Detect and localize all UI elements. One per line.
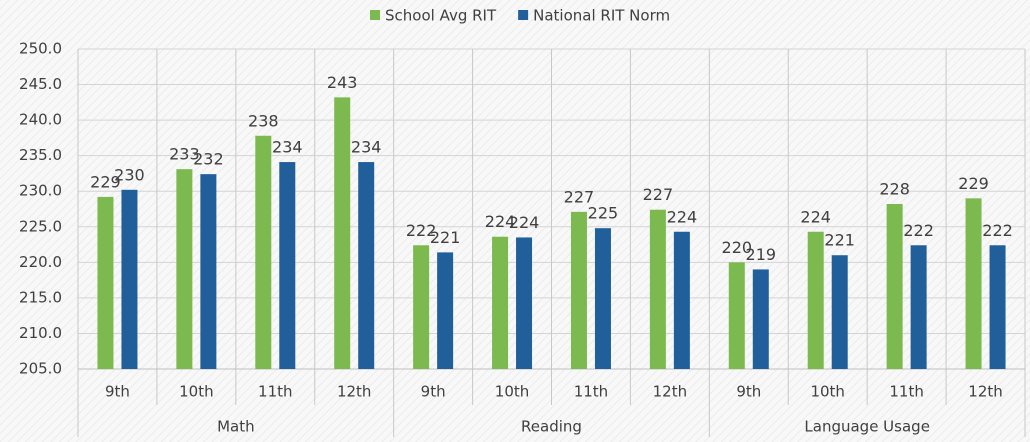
bar bbox=[516, 237, 533, 369]
data-label: 228 bbox=[879, 180, 910, 199]
legend-label: School Avg RIT bbox=[385, 7, 497, 25]
data-label: 221 bbox=[824, 231, 855, 250]
data-label: 222 bbox=[982, 221, 1013, 240]
legend-label: National RIT Norm bbox=[533, 7, 670, 25]
bar bbox=[413, 245, 430, 369]
x-tick-label: 12th bbox=[653, 383, 687, 401]
y-tick-label: 220.0 bbox=[19, 253, 62, 271]
bar bbox=[570, 211, 587, 369]
y-tick-label: 205.0 bbox=[19, 360, 62, 378]
data-label: 233 bbox=[169, 145, 200, 164]
bar bbox=[200, 174, 217, 369]
bar bbox=[594, 228, 611, 369]
x-tick-label: 11th bbox=[258, 383, 292, 401]
data-label: 222 bbox=[903, 221, 934, 240]
y-tick-label: 210.0 bbox=[19, 324, 62, 342]
data-label: 229 bbox=[958, 174, 989, 193]
data-label: 227 bbox=[564, 187, 595, 206]
data-label: 243 bbox=[327, 73, 358, 92]
data-label: 224 bbox=[800, 207, 831, 226]
data-label: 234 bbox=[351, 138, 382, 157]
x-tick-label: 9th bbox=[736, 383, 761, 401]
x-tick-label: 9th bbox=[105, 383, 130, 401]
data-label: 224 bbox=[485, 212, 516, 231]
bar bbox=[358, 162, 375, 369]
data-label: 222 bbox=[406, 221, 437, 240]
data-label: 224 bbox=[509, 213, 540, 232]
y-tick-label: 250.0 bbox=[19, 40, 62, 58]
x-tick-label: 11th bbox=[889, 383, 923, 401]
data-label: 229 bbox=[90, 172, 121, 191]
bar bbox=[886, 204, 903, 369]
group-label: Reading bbox=[521, 418, 582, 436]
bar bbox=[334, 97, 351, 369]
group-label: Math bbox=[217, 418, 255, 436]
bar bbox=[831, 255, 848, 369]
bar bbox=[673, 231, 690, 369]
bar bbox=[910, 245, 927, 369]
data-label: 232 bbox=[193, 150, 224, 169]
data-label: 220 bbox=[722, 238, 753, 257]
data-label: 238 bbox=[248, 111, 279, 130]
bar bbox=[728, 262, 745, 369]
bar bbox=[649, 209, 666, 369]
y-tick-label: 225.0 bbox=[19, 217, 62, 235]
x-tick-label: 10th bbox=[179, 383, 213, 401]
y-tick-label: 245.0 bbox=[19, 75, 62, 93]
bar bbox=[255, 135, 272, 369]
legend-swatch bbox=[370, 10, 380, 20]
legend-swatch bbox=[518, 10, 529, 20]
bar bbox=[989, 245, 1006, 369]
bar bbox=[437, 252, 454, 369]
bar bbox=[279, 162, 296, 369]
y-tick-label: 230.0 bbox=[19, 182, 62, 200]
bar bbox=[492, 236, 509, 369]
x-tick-label: 11th bbox=[574, 383, 608, 401]
x-tick-label: 9th bbox=[421, 383, 446, 401]
x-tick-label: 10th bbox=[495, 383, 529, 401]
x-tick-label: 10th bbox=[810, 383, 844, 401]
data-label: 224 bbox=[667, 207, 698, 226]
bar bbox=[97, 196, 114, 369]
y-tick-label: 215.0 bbox=[19, 288, 62, 306]
bar bbox=[752, 269, 769, 369]
y-tick-label: 235.0 bbox=[19, 146, 62, 164]
group-label: Language Usage bbox=[804, 418, 930, 436]
x-tick-label: 12th bbox=[968, 383, 1002, 401]
bar bbox=[807, 231, 824, 369]
bar bbox=[121, 189, 138, 369]
x-tick-label: 12th bbox=[337, 383, 371, 401]
data-label: 221 bbox=[430, 228, 461, 247]
data-label: 230 bbox=[114, 165, 145, 184]
data-label: 227 bbox=[643, 185, 674, 204]
data-label: 234 bbox=[272, 138, 303, 157]
bar bbox=[176, 169, 193, 369]
bar bbox=[965, 198, 982, 369]
data-label: 219 bbox=[746, 245, 777, 264]
y-tick-label: 240.0 bbox=[19, 111, 62, 129]
data-label: 225 bbox=[588, 204, 619, 223]
